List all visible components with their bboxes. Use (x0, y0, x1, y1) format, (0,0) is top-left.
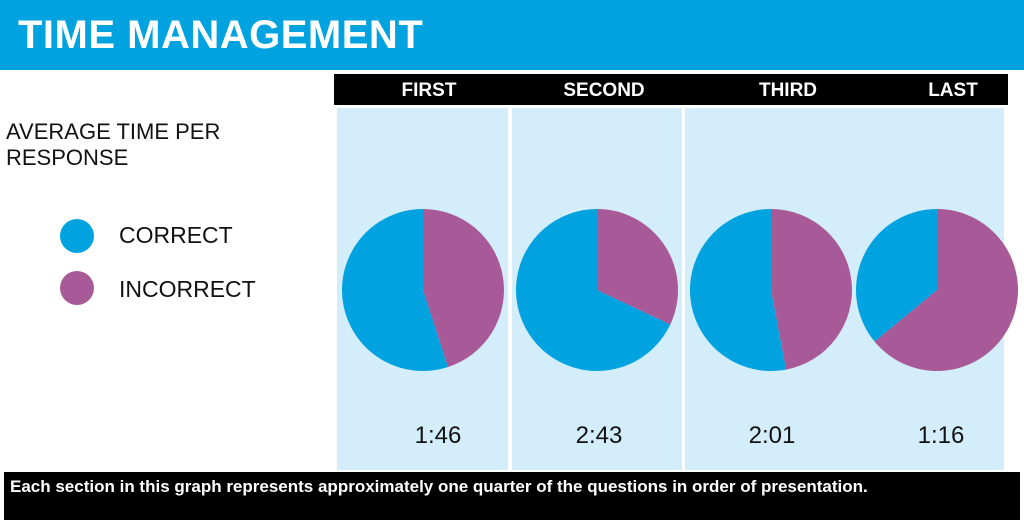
slice-correct (690, 209, 787, 371)
section-header-third: THIRD (758, 80, 818, 101)
pie-last (855, 209, 1019, 372)
slice-correct (855, 209, 937, 342)
section-header-bar: FIRST SECOND THIRD LAST (334, 74, 1008, 105)
chart-subtitle: AVERAGE TIME PER RESPONSE (6, 119, 221, 170)
slice-correct (516, 209, 671, 371)
slice-incorrect (874, 209, 1019, 372)
time-label-third: 2:01 (748, 422, 796, 449)
slice-correct (341, 209, 449, 371)
pie-first (341, 209, 505, 371)
time-label-second: 2:43 (575, 422, 623, 449)
legend-incorrect-swatch (60, 271, 94, 305)
pie-third (690, 209, 852, 371)
page-title: TIME MANAGEMENT (18, 13, 424, 57)
slice-incorrect (597, 209, 678, 325)
title-bar: TIME MANAGEMENT (0, 0, 1024, 70)
time-label-first: 1:46 (414, 422, 462, 449)
legend-correct-swatch (60, 219, 94, 253)
section-header-second: SECOND (563, 80, 645, 101)
legend-incorrect-label: INCORRECT (119, 276, 256, 302)
slice-incorrect (771, 209, 852, 370)
section-header-first: FIRST (401, 80, 457, 101)
pie-second (516, 209, 678, 371)
time-label-last: 1:16 (917, 422, 965, 449)
footnote: Each section in this graph represents ap… (4, 472, 1020, 520)
legend-correct-label: CORRECT (119, 222, 233, 248)
section-header-last: LAST (928, 80, 978, 101)
slice-incorrect (423, 209, 505, 368)
